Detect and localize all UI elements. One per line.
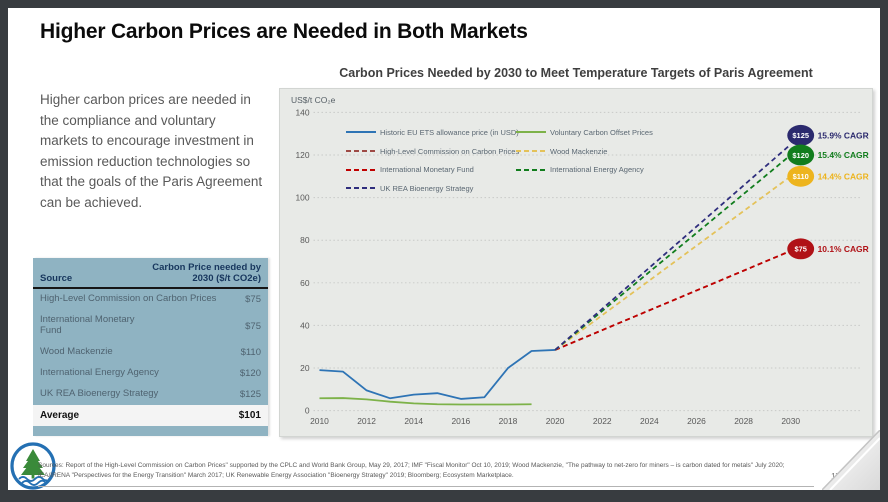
price-table: Source Carbon Price needed by 2030 ($/t … <box>33 258 268 437</box>
x-tick-label: 2022 <box>593 416 612 426</box>
legend-line-swatch <box>516 131 546 134</box>
y-tick-label: 100 <box>295 193 309 203</box>
price-bubble <box>787 238 815 260</box>
table-row: High-Level Commission on Carbon Prices $7… <box>33 289 268 311</box>
price-bubble <box>787 124 815 146</box>
price-bubble <box>787 144 815 166</box>
table-bottom-strip <box>33 426 268 437</box>
legend-item: Voluntary Carbon Offset Prices <box>516 123 653 142</box>
x-tick-label: 2020 <box>546 416 565 426</box>
table-row: Wood Mackenzie $110 <box>33 342 268 364</box>
sources-line-2: IEA/IRENA "Perspectives for the Energy T… <box>38 472 514 479</box>
x-tick-label: 2016 <box>451 416 470 426</box>
series-line <box>554 154 792 351</box>
legend-line-swatch <box>346 131 376 134</box>
legend-label: Historic EU ETS allowance price (in USD) <box>380 127 519 137</box>
row-value: $75 <box>245 320 261 332</box>
intro-text: Higher carbon prices are needed in the c… <box>40 92 263 210</box>
row-source: International Energy Agency <box>40 367 159 379</box>
y-tick-label: 140 <box>295 107 309 117</box>
x-tick-label: 2030 <box>781 416 800 426</box>
y-tick-label: 0 <box>305 406 310 416</box>
legend-item: International Energy Agency <box>516 160 653 179</box>
row-source: Wood Mackenzie <box>40 346 113 358</box>
y-tick-label: 60 <box>300 278 310 288</box>
legend-line-swatch <box>516 168 546 171</box>
table-row: International Energy Agency $120 <box>33 363 268 385</box>
company-logo-icon <box>10 442 56 490</box>
legend-label: UK REA Bioenergy Strategy <box>380 183 474 193</box>
legend-label: Wood Mackenzie <box>550 146 608 156</box>
legend-label: Voluntary Carbon Offset Prices <box>550 127 653 137</box>
x-tick-label: 2026 <box>687 416 706 426</box>
table-header: Source Carbon Price needed by 2030 ($/t … <box>33 258 268 290</box>
row-value: $125 <box>239 389 261 401</box>
legend-item: Historic EU ETS allowance price (in USD) <box>346 123 519 142</box>
cagr-label: 10.1% CAGR <box>818 244 869 254</box>
price-bubble <box>787 165 815 187</box>
legend-label: International Monetary Fund <box>380 165 474 175</box>
table-header-price: Carbon Price needed by 2030 ($/t CO2e) <box>152 262 261 285</box>
series-line <box>319 349 556 400</box>
series-line <box>554 143 792 351</box>
price-bubble-label: $75 <box>794 245 806 254</box>
legend-label: High-Level Commission on Carbon Prices <box>380 146 520 156</box>
x-tick-label: 2010 <box>310 416 329 426</box>
row-value: $75 <box>245 294 261 306</box>
row-source: UK REA Bioenergy Strategy <box>40 388 159 400</box>
price-bubble-label: $110 <box>793 172 809 181</box>
row-value: $120 <box>239 368 261 380</box>
legend-line-swatch <box>346 187 376 190</box>
legend-item: UK REA Bioenergy Strategy <box>346 179 519 198</box>
y-tick-label: 120 <box>295 150 309 160</box>
x-tick-label: 2024 <box>640 416 659 426</box>
price-bubble-label: $125 <box>792 131 809 140</box>
cagr-label: 15.9% CAGR <box>818 130 869 140</box>
chart-canvas: 0 20 40 60 80 100 120 140 2010 2012 2014 2016 2018 20… <box>295 107 869 426</box>
legend-item: International Monetary Fund <box>346 160 519 179</box>
sources-text: Sources: Report of the High-Level Commis… <box>38 461 820 481</box>
price-bubble-label: $120 <box>792 151 809 160</box>
corner-fold-decoration <box>822 430 880 490</box>
slide: Higher Carbon Prices are Needed in Both … <box>8 8 880 490</box>
table-row: International Monetary Fund $75 <box>33 310 268 343</box>
y-tick-label: 40 <box>300 320 310 330</box>
x-tick-label: 2028 <box>734 416 753 426</box>
legend-line-swatch <box>346 168 376 171</box>
legend-item: Wood Mackenzie <box>516 142 653 161</box>
footer-rule <box>38 486 814 487</box>
sources-line-1: Sources: Report of the High-Level Commis… <box>38 462 785 469</box>
row-source: International Monetary Fund <box>40 314 135 337</box>
cagr-label: 15.4% CAGR <box>818 150 869 160</box>
legend-item: High-Level Commission on Carbon Prices <box>346 142 519 161</box>
row-value: $110 <box>240 347 261 359</box>
legend-col1: Historic EU ETS allowance price (in USD)… <box>346 123 519 198</box>
page-title: Higher Carbon Prices are Needed in Both … <box>40 20 528 43</box>
chart-title: Carbon Prices Needed by 2030 to Meet Tem… <box>339 66 813 80</box>
legend-col2: Voluntary Carbon Offset Prices Wood Macke… <box>516 123 653 179</box>
table-body: High-Level Commission on Carbon Prices $7… <box>33 289 268 406</box>
legend-line-swatch <box>516 150 546 153</box>
table-average-row: Average $101 <box>33 405 268 427</box>
average-value: $101 <box>238 410 261 422</box>
y-axis-label: US$/t CO₂e <box>291 95 336 105</box>
y-tick-label: 20 <box>300 363 310 373</box>
series-line <box>554 250 792 351</box>
series-line <box>554 175 792 351</box>
series-line <box>319 397 532 406</box>
y-tick-label: 80 <box>300 235 310 245</box>
table-row: UK REA Bioenergy Strategy $125 <box>33 384 268 406</box>
legend-line-swatch <box>346 150 376 153</box>
x-tick-label: 2012 <box>357 416 376 426</box>
chart: US$/t CO₂e Historic EU ETS allowance pri… <box>279 88 873 437</box>
row-source: High-Level Commission on Carbon Prices <box>40 293 217 305</box>
table-header-source: Source <box>40 273 73 285</box>
average-label: Average <box>40 410 80 422</box>
x-tick-label: 2018 <box>499 416 518 426</box>
cagr-label: 14.4% CAGR <box>818 171 869 181</box>
x-tick-label: 2014 <box>404 416 423 426</box>
legend-label: International Energy Agency <box>550 165 644 175</box>
